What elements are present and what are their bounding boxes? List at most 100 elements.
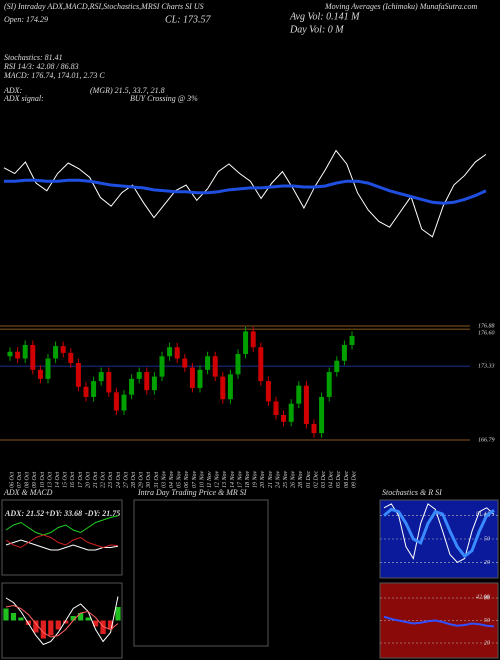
y-tick-label: 20: [484, 640, 490, 646]
x-tick-label: 01 Dec: [306, 471, 312, 488]
x-tick-label: 06 Oct: [9, 472, 15, 488]
candle-body: [197, 369, 203, 388]
candle-body: [98, 372, 104, 382]
avg-vol: Avg Vol: 0.141 M: [289, 11, 360, 22]
x-tick-label: 07 Nov: [192, 470, 198, 488]
series-line: [383, 503, 495, 564]
stoch-label: Stochastics: 81.41: [4, 53, 63, 62]
x-tick-label: 28 Oct: [131, 472, 137, 488]
x-tick-label: 20 Oct: [85, 472, 91, 488]
x-tick-label: 13 Nov: [222, 470, 228, 488]
candle-body: [281, 415, 287, 422]
x-tick-label: 25 Nov: [283, 470, 289, 488]
x-tick-label: 30 Oct: [146, 472, 152, 489]
candle-body: [60, 346, 66, 353]
candle-body: [174, 347, 180, 359]
adx-label: ADX:: [3, 86, 23, 95]
candle-body: [53, 346, 59, 359]
candle-body: [341, 344, 347, 361]
rsi-label: RSI 14/3: 42.08 / 86.83: [3, 62, 79, 71]
adx-signal: BUY Crossing @ 3%: [130, 94, 198, 103]
x-tick-label: 02 Dec: [313, 471, 319, 488]
x-tick-label: 26 Nov: [291, 470, 297, 488]
panel-label: +DY: 33.68: [45, 509, 82, 518]
x-tick-label: 10 Oct: [40, 472, 46, 488]
price-level-label: 166.79: [478, 437, 495, 443]
histogram-bar: [55, 620, 61, 630]
candle-body: [159, 356, 165, 377]
histogram-bar: [18, 617, 24, 621]
candle-body: [311, 424, 317, 434]
x-tick-label: 06 Nov: [184, 470, 190, 488]
candle-body: [30, 344, 36, 370]
x-tick-label: 14 Oct: [54, 472, 61, 488]
x-tick-label: 12 Nov: [215, 470, 221, 488]
x-tick-label: 05 Nov: [177, 470, 183, 488]
site-label: Moving Averages (Ichimoku) MunafaSutra.c…: [324, 2, 477, 11]
x-tick-label: 13 Oct: [47, 472, 53, 488]
x-tick-label: 04 Dec: [328, 471, 335, 488]
series-line: [383, 507, 495, 559]
candle-body: [113, 392, 119, 411]
panel-title: ADX & MACD: [3, 488, 53, 497]
histogram-bar: [33, 620, 39, 633]
candle-body: [106, 372, 112, 393]
candle-body: [91, 381, 97, 397]
adx-signal-label: ADX signal:: [3, 94, 44, 103]
x-tick-label: 29 Oct: [139, 472, 145, 488]
candle-body: [144, 372, 150, 391]
series-line: [5, 515, 119, 536]
x-tick-label: 18 Nov: [245, 470, 251, 488]
y-tick-label: 80: [484, 595, 490, 601]
y-tick-label: 50: [484, 618, 490, 624]
candle-body: [265, 381, 271, 402]
x-tick-label: 03 Nov: [161, 470, 167, 488]
x-tick-label: 14 Nov: [229, 470, 236, 488]
open-label: Open: 174.29: [4, 15, 48, 24]
y-tick-label: 20: [484, 560, 490, 566]
x-tick-label: 09 Oct: [32, 472, 38, 488]
panel-label: -DY: 21.75: [85, 509, 120, 518]
series-line: [5, 539, 119, 551]
candle-body: [83, 386, 89, 397]
candle-body: [258, 347, 264, 382]
x-tick-label: 19 Nov: [253, 470, 259, 488]
intraday-panel: [133, 499, 269, 647]
candle-body: [303, 385, 309, 425]
candle-body: [167, 347, 173, 357]
candle-body: [205, 356, 211, 370]
x-tick-label: 24 Oct: [115, 472, 122, 488]
x-tick-label: 08 Dec: [344, 471, 350, 488]
x-tick-label: 16 Oct: [70, 472, 76, 488]
x-tick-label: 20 Nov: [260, 470, 266, 488]
candle-body: [68, 352, 74, 364]
page-title: (SI) Intraday ADX,MACD,RSI,Stochastics,M…: [4, 2, 204, 11]
histogram-bar: [85, 617, 91, 621]
candle-body: [334, 360, 340, 373]
histogram-bar: [48, 620, 54, 636]
candle-body: [15, 351, 21, 359]
x-tick-label: 05 Dec: [336, 471, 342, 488]
candle-body: [349, 335, 355, 345]
candle-body: [189, 367, 195, 388]
candle-body: [243, 331, 249, 355]
price-level-label: 176.60: [478, 331, 495, 337]
candle-body: [129, 378, 135, 395]
histogram-bar: [92, 620, 99, 627]
x-tick-label: 08 Oct: [25, 472, 31, 488]
candle-body: [288, 403, 294, 422]
x-tick-label: 17 Oct: [78, 472, 84, 488]
candle-body: [7, 351, 13, 357]
histogram-bar: [100, 620, 106, 634]
panel-title: Stochastics & R SI: [382, 488, 442, 497]
x-tick-label: 27 Oct: [123, 472, 129, 488]
candle-body: [235, 354, 241, 375]
y-tick-label: 50: [484, 536, 490, 542]
panel-label: ADX: 21.52: [4, 509, 44, 518]
histogram-bar: [63, 620, 69, 624]
histogram-bar: [115, 607, 121, 621]
candle-body: [136, 372, 142, 379]
x-tick-label: 11 Nov: [207, 471, 213, 488]
day-vol: Day Vol: 0 M: [289, 24, 344, 35]
